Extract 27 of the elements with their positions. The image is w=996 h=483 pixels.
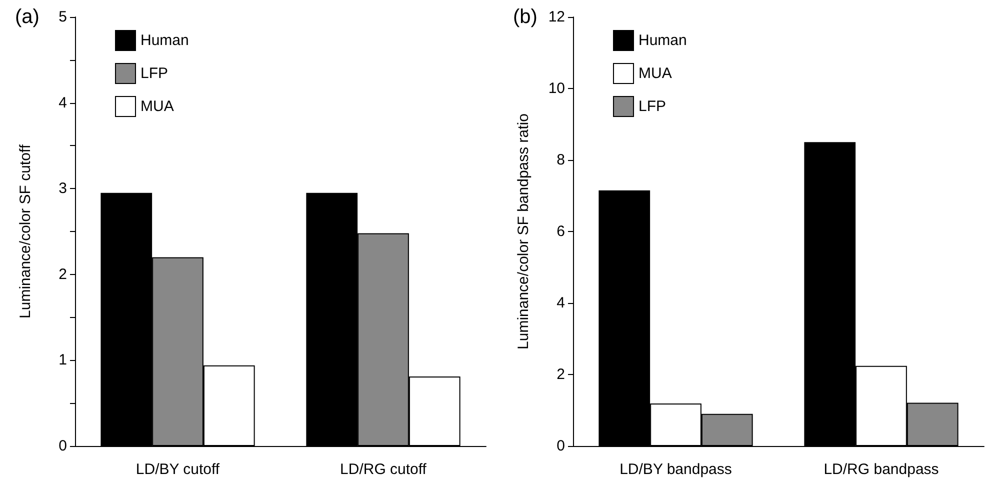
legend-label: MUA: [638, 65, 672, 82]
y-tick-label: 0: [556, 438, 565, 454]
x-tick-label: LD/BY cutoff: [136, 461, 220, 478]
y-tick-label: 4: [58, 94, 67, 112]
chart-title: (b): [513, 6, 538, 28]
y-tick-label: 2: [58, 266, 67, 283]
y-tick-label: 2: [556, 366, 565, 383]
legend-label: MUA: [140, 98, 174, 115]
y-tick-label: 6: [556, 223, 565, 240]
y-tick-label: 0: [58, 438, 67, 454]
y-tick-label: 5: [58, 8, 67, 26]
x-tick-label: LD/RG bandpass: [824, 461, 939, 478]
y-axis-title: Luminance/color SF cutoff: [17, 144, 34, 318]
y-tick-label: 4: [556, 294, 565, 312]
legend-label: Human: [638, 32, 687, 49]
y-tick-label: 3: [58, 180, 67, 198]
legend-label: LFP: [140, 65, 168, 82]
y-tick-label: 8: [556, 152, 565, 168]
legend-label: Human: [140, 32, 189, 49]
x-tick-label: LD/BY bandpass: [620, 461, 732, 478]
x-tick-label: LD/RG cutoff: [340, 461, 428, 478]
chart-title: (a): [15, 6, 40, 28]
legend-label: LFP: [638, 98, 666, 115]
y-tick-label: 12: [548, 8, 565, 26]
y-axis-title: Luminance/color SF bandpass ratio: [515, 114, 532, 350]
y-tick-label: 1: [58, 352, 67, 369]
y-tick-label: 10: [548, 80, 565, 97]
